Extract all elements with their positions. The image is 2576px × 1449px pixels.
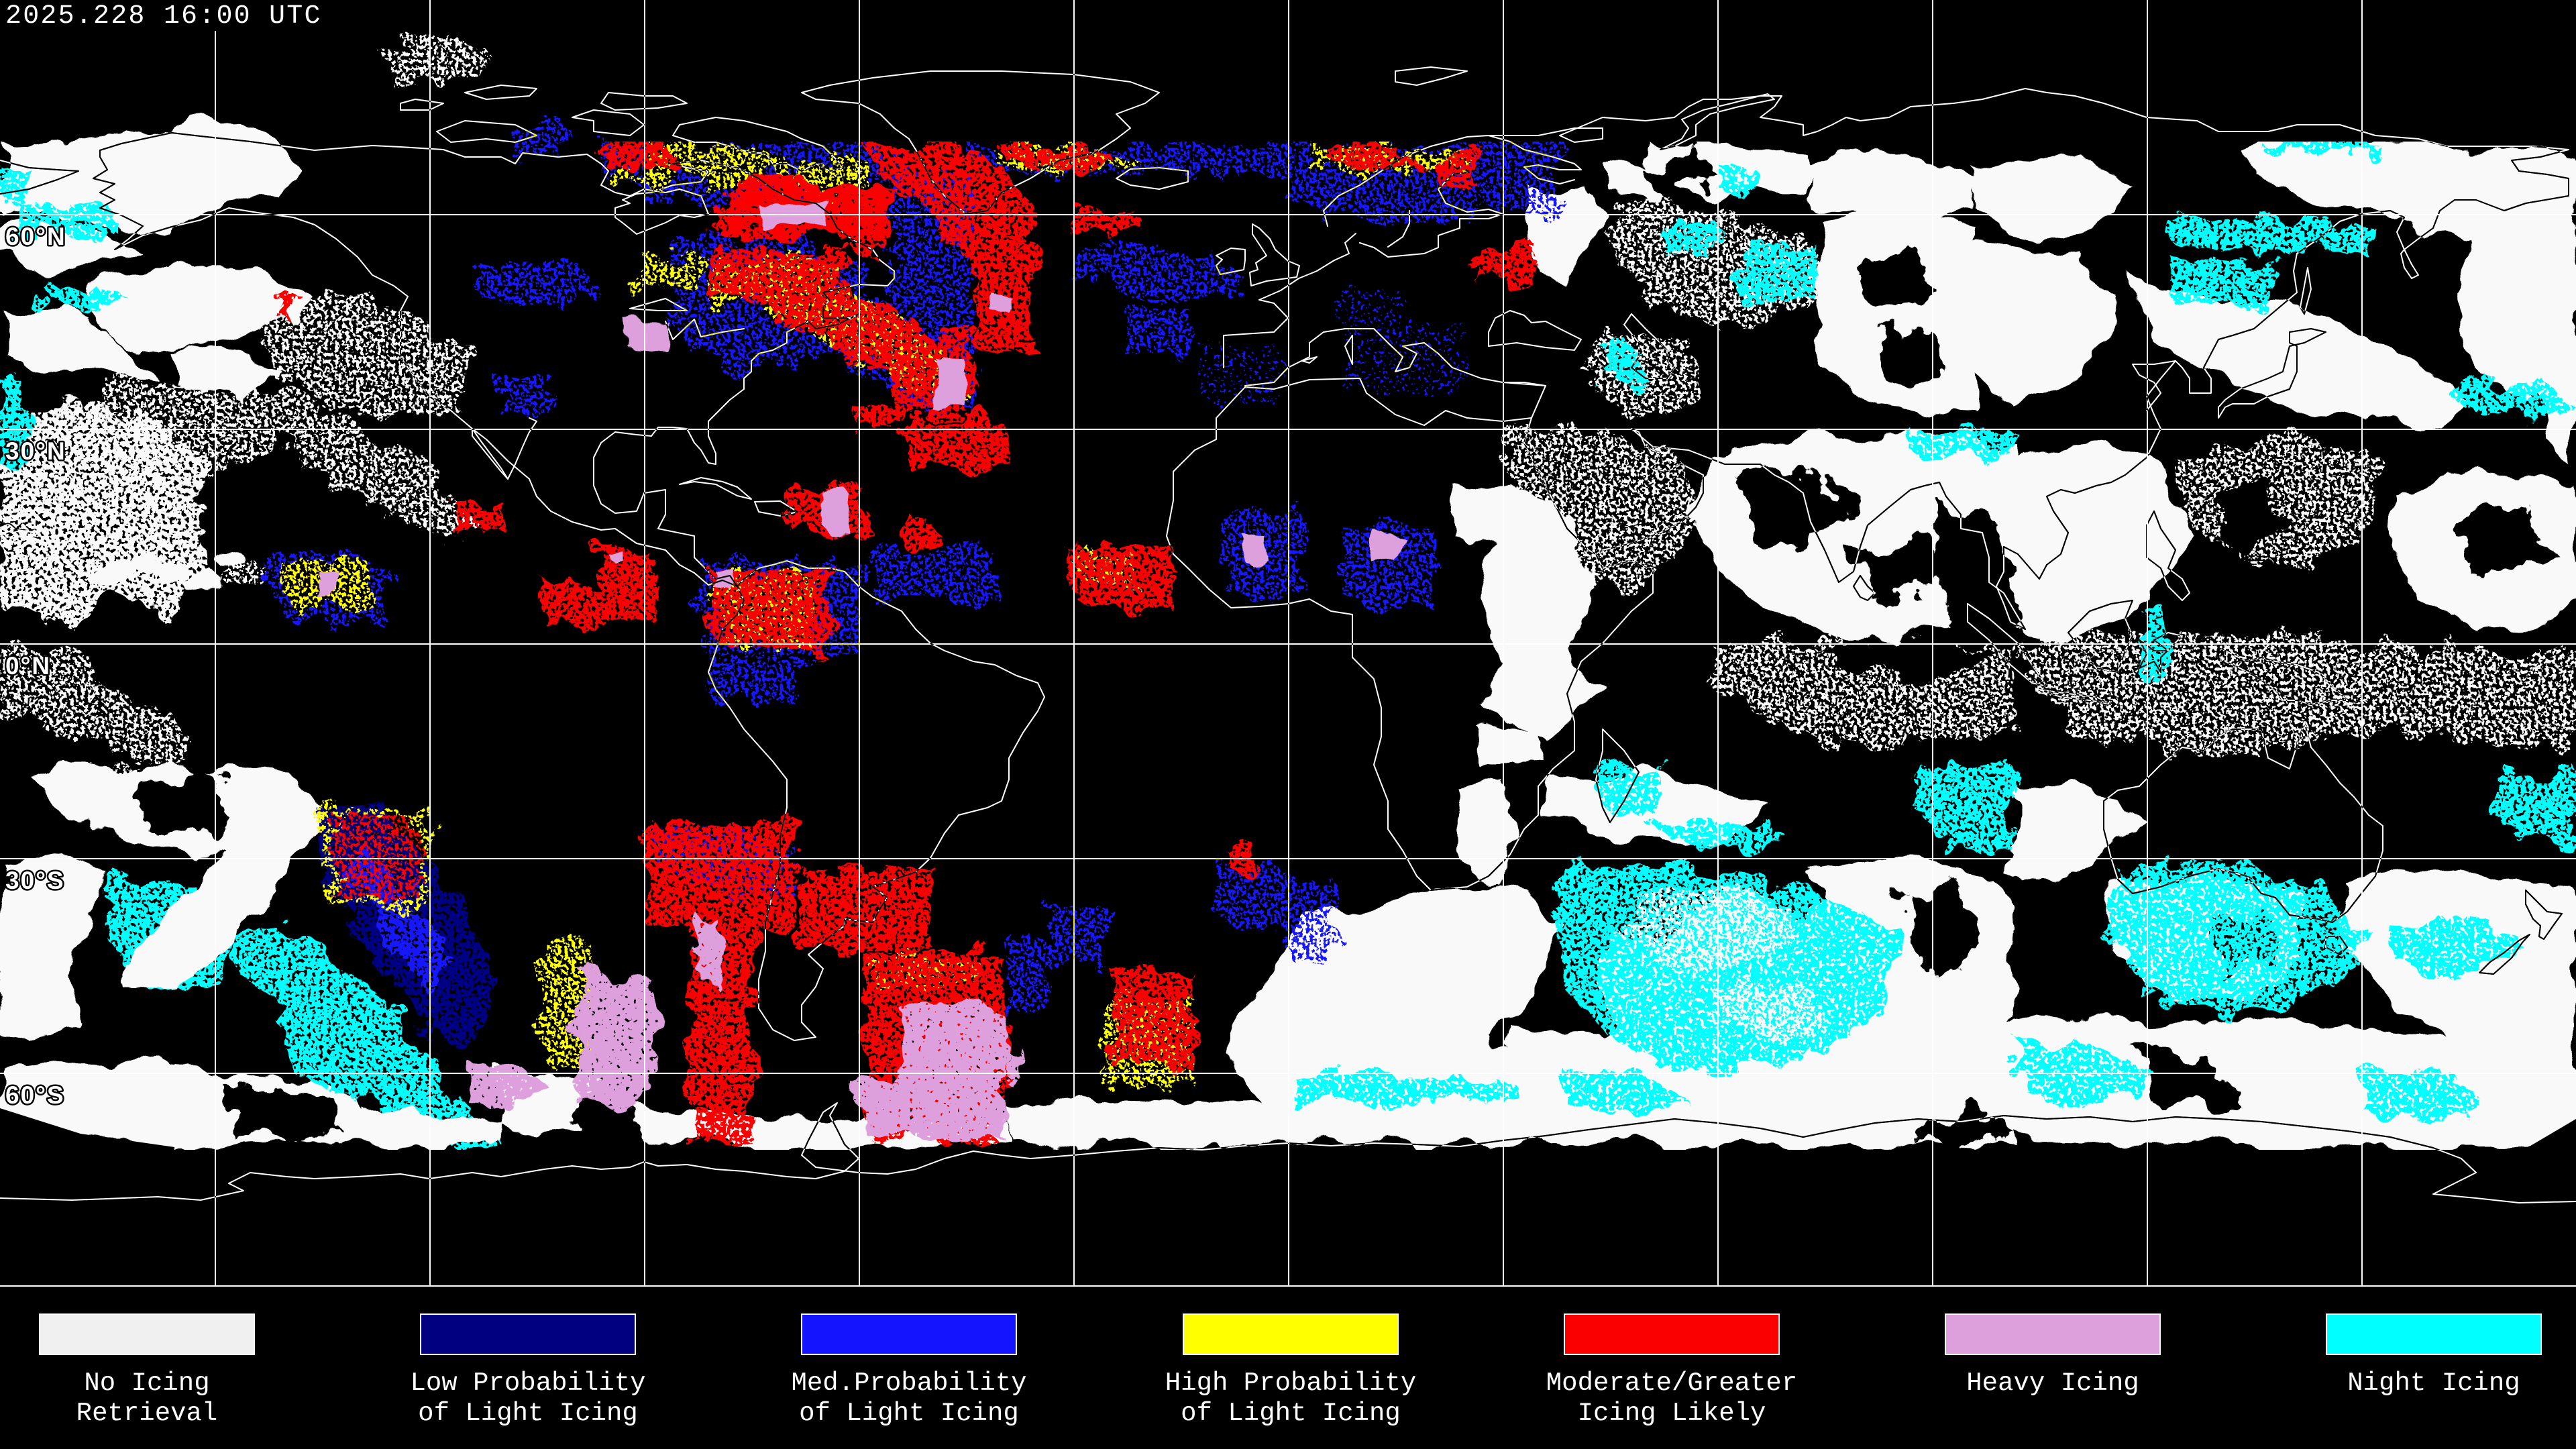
svg-text:0°N: 0°N — [5, 652, 51, 680]
svg-text:30°S: 30°S — [5, 867, 65, 894]
svg-text:Night Icing: Night Icing — [2347, 1368, 2520, 1398]
svg-text:Low Probability: Low Probability — [410, 1368, 645, 1398]
svg-text:Med.Probability: Med.Probability — [791, 1368, 1026, 1398]
svg-text:60°S: 60°S — [5, 1081, 65, 1109]
svg-text:of Light Icing: of Light Icing — [799, 1399, 1019, 1428]
svg-text:Icing Likely: Icing Likely — [1578, 1399, 1766, 1428]
svg-text:Heavy Icing: Heavy Icing — [1966, 1368, 2139, 1398]
svg-text:of Light Icing: of Light Icing — [1181, 1399, 1401, 1428]
svg-text:30°N: 30°N — [5, 437, 66, 465]
svg-text:Moderate/Greater: Moderate/Greater — [1546, 1368, 1797, 1398]
svg-text:of Light Icing: of Light Icing — [418, 1399, 638, 1428]
svg-text:High Probability: High Probability — [1165, 1368, 1416, 1398]
svg-text:Retrieval: Retrieval — [76, 1399, 218, 1428]
svg-text:60°N: 60°N — [5, 223, 66, 250]
svg-text:No Icing: No Icing — [84, 1368, 209, 1398]
